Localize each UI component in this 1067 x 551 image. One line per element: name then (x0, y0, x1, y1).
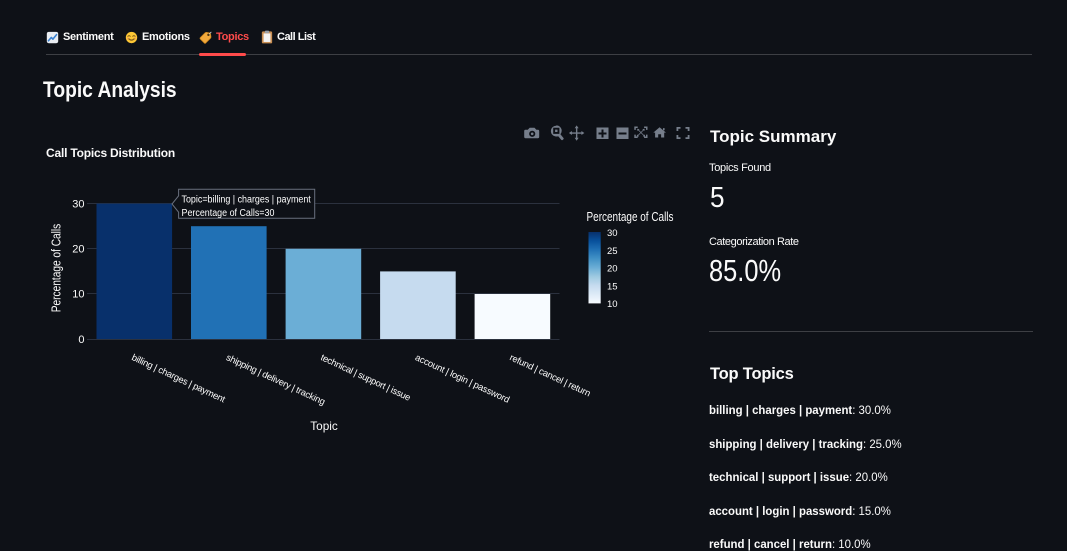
svg-text:Topic: Topic (310, 419, 338, 433)
svg-text:account | login | password: account | login | password (414, 352, 512, 405)
svg-text:30: 30 (72, 199, 84, 211)
svg-text:10: 10 (607, 299, 618, 310)
svg-text:30: 30 (607, 228, 618, 239)
svg-text:Percentage of Calls: Percentage of Calls (50, 224, 64, 313)
svg-text:billing | charges | payment: billing | charges | payment (130, 352, 227, 404)
svg-text:25: 25 (607, 246, 618, 257)
svg-text:Percentage of Calls=30: Percentage of Calls=30 (182, 207, 275, 219)
svg-text:0: 0 (78, 334, 84, 346)
svg-text:refund | cancel | return: refund | cancel | return (508, 352, 592, 398)
svg-text:Percentage of Calls: Percentage of Calls (587, 210, 674, 224)
svg-text:20: 20 (607, 264, 618, 275)
svg-text:technical | support | issue: technical | support | issue (319, 352, 412, 402)
svg-text:shipping | delivery | tracking: shipping | delivery | tracking (225, 352, 327, 407)
svg-text:20: 20 (72, 244, 84, 256)
svg-text:10: 10 (72, 289, 84, 301)
svg-text:15: 15 (607, 281, 618, 292)
svg-text:Topic=billing | charges | paym: Topic=billing | charges | payment (182, 194, 312, 206)
